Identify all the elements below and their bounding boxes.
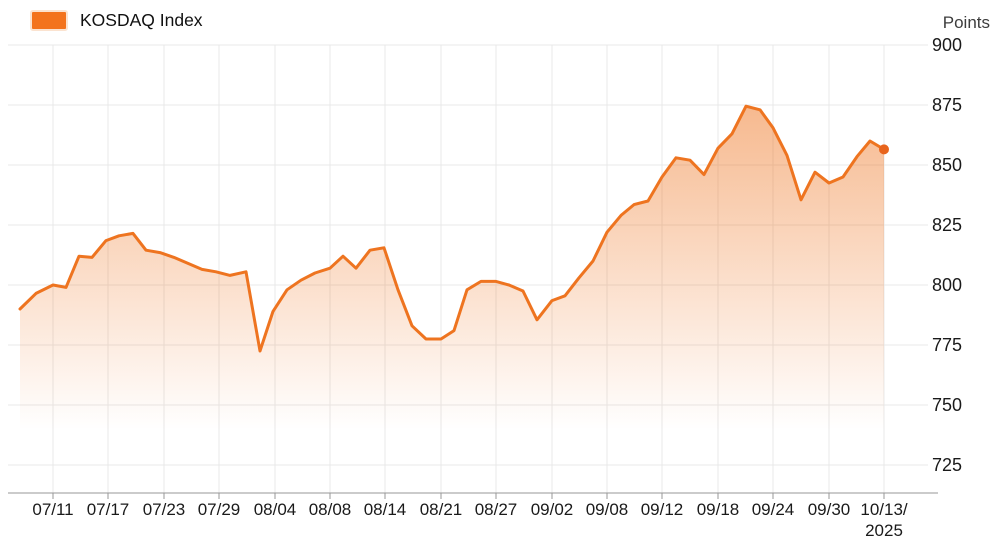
line-path [18,104,886,353]
legend-label: KOSDAQ Index [80,10,203,30]
x-tick-label: 09/24 [752,500,795,519]
x-tick-label: 08/04 [254,500,297,519]
x-tick-label: 07/29 [198,500,241,519]
y-tick-label: 900 [932,35,962,55]
y-axis-unit-label: Points [942,13,990,32]
x-tick-label: 10/13/ [860,500,908,519]
series-area [20,106,884,493]
x-tick-label: 09/18 [697,500,740,519]
y-tick-label: 800 [932,275,962,295]
series-line [18,104,889,353]
x-tick-label: 07/11 [32,500,73,519]
axis-labels: 07/11 07/17 07/23 07/29 08/04 08/08 08/14 08/21… [32,35,962,540]
legend-swatch-icon [30,10,68,31]
x-tick-label: 08/08 [309,500,352,519]
legend[interactable]: KOSDAQ Index [30,10,203,31]
x-tick-label: 09/30 [808,500,851,519]
y-tick-label: 725 [932,455,962,475]
x-tick-label: 07/23 [143,500,186,519]
last-point-dot [879,144,889,155]
x-tick-label: 09/08 [586,500,629,519]
y-tick-label: 750 [932,395,962,415]
x-tick-label: 09/02 [531,500,574,519]
x-tick-label: 07/17 [87,500,130,519]
x-tick-label: 2025 [865,521,903,540]
x-tick-label: 08/14 [364,500,407,519]
x-tick-label: 09/12 [641,500,684,519]
y-tick-label: 825 [932,215,962,235]
y-tick-label: 775 [932,335,962,355]
x-tick-label: 08/21 [420,500,463,519]
y-tick-label: 850 [932,155,962,175]
y-tick-label: 875 [932,95,962,115]
x-axis [8,492,938,499]
x-tick-label: 08/27 [475,500,518,519]
area-fill [20,106,884,493]
